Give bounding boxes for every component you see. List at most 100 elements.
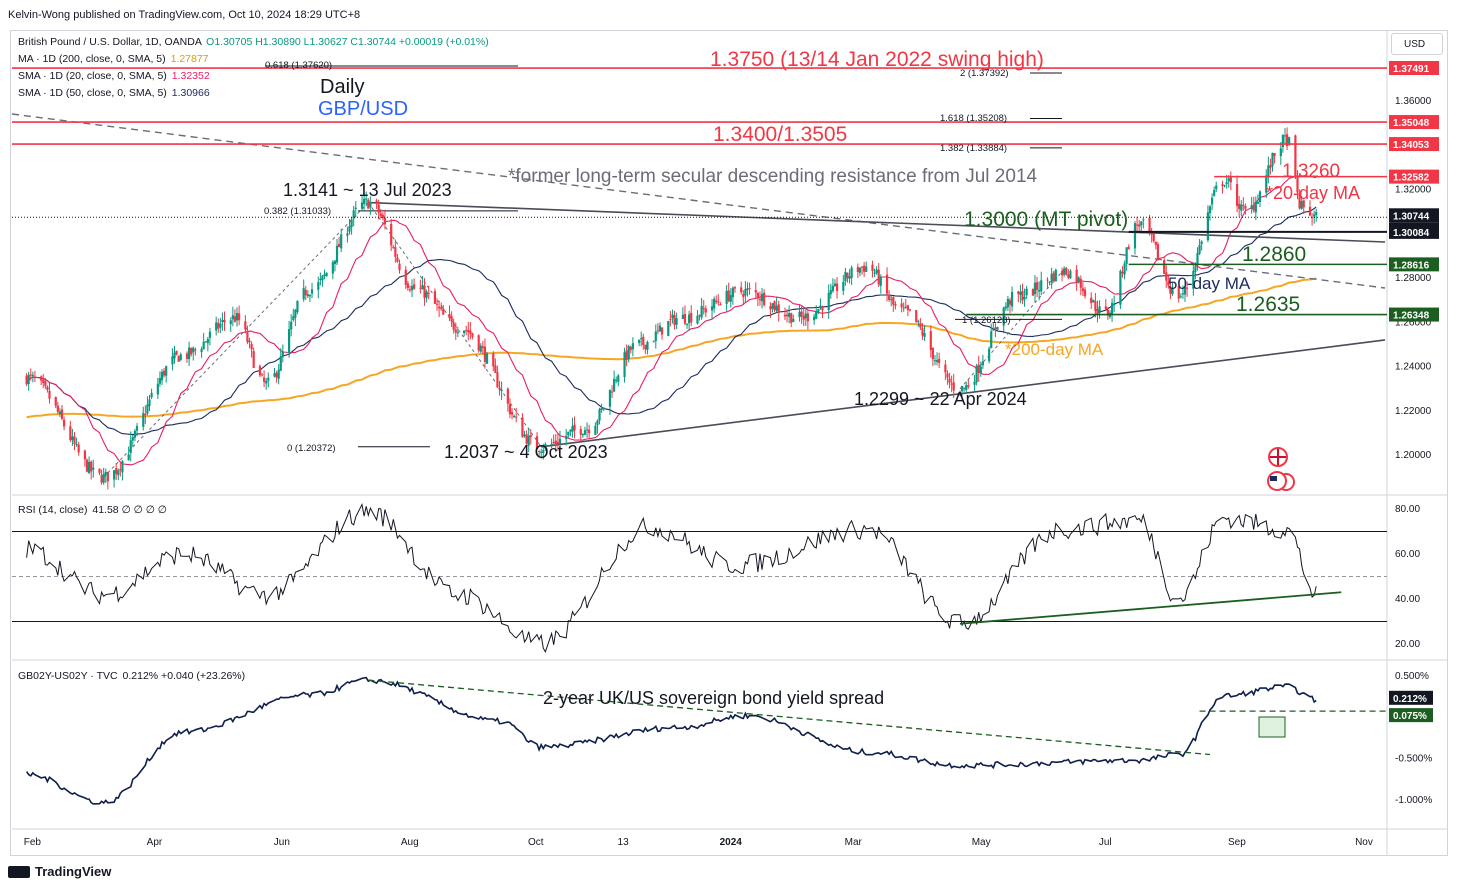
candle-body <box>1050 273 1053 283</box>
candle-body <box>646 341 649 350</box>
candle-body <box>1067 274 1070 278</box>
legend-rsi: RSI (14, close) 41.58 ∅ ∅ ∅ ∅ <box>18 504 167 516</box>
spread-tick-label: 0.500% <box>1395 671 1429 682</box>
candle-body <box>1177 286 1180 299</box>
candle-body <box>1054 269 1057 282</box>
candle-body <box>773 301 776 310</box>
candle-body <box>931 348 934 360</box>
candle-body <box>1192 270 1195 289</box>
candle-body <box>673 315 676 326</box>
candle-body <box>1075 269 1078 283</box>
time-tick-label: Sep <box>1228 837 1246 848</box>
candle-body <box>1252 205 1255 211</box>
candle-body <box>187 347 191 360</box>
annotation-mt-pivot: 1.3000 (MT pivot) <box>964 208 1128 231</box>
candle-body <box>573 424 576 431</box>
candle-body <box>702 307 705 310</box>
candle-body <box>1273 153 1276 156</box>
candle-body <box>148 399 151 407</box>
candle-body <box>335 245 339 263</box>
time-tick-label: Jun <box>274 837 290 848</box>
legend-sma20-value: 1.32352 <box>171 70 210 82</box>
candle-body <box>815 310 818 319</box>
candle-body <box>567 431 570 436</box>
candle-body <box>1258 191 1262 203</box>
candle-body <box>208 331 212 338</box>
candle-body <box>346 233 349 236</box>
candle-body <box>392 246 395 248</box>
candle-body <box>463 330 466 334</box>
price-tag-text: 1.37491 <box>1393 64 1430 75</box>
tradingview-logo[interactable]: TradingView <box>8 864 111 879</box>
candle-body <box>496 372 499 388</box>
candle-body <box>158 378 162 384</box>
candle-body <box>406 283 409 289</box>
candle-body <box>981 361 984 366</box>
publisher-line: Kelvin-Wong published on TradingView.com… <box>8 9 361 21</box>
candle-body <box>1171 287 1174 295</box>
candle-body <box>494 365 497 373</box>
candle-body <box>554 440 557 445</box>
candle-body <box>1229 176 1232 183</box>
candle-body <box>354 207 357 209</box>
candle-body <box>252 351 255 368</box>
candle-body <box>1179 296 1182 298</box>
price-tag-text: 1.32582 <box>1393 173 1430 184</box>
rsi-tick-label: 20.00 <box>1395 639 1420 650</box>
candle-body <box>231 315 234 320</box>
candle-body <box>340 234 343 249</box>
candle-body <box>350 219 353 228</box>
spread-tick-label: -0.500% <box>1395 754 1432 765</box>
candle-body <box>321 275 324 281</box>
candle-body <box>804 313 807 319</box>
annotation-apr2024-low: 1.2299 ~ 22 Apr 2024 <box>854 389 1027 409</box>
price-tag-text: 1.28616 <box>1393 260 1430 271</box>
candle-body <box>119 469 122 471</box>
candle-body <box>688 314 691 324</box>
price-tag-text: 1.30084 <box>1393 228 1430 239</box>
candle-body <box>442 308 445 315</box>
tradingview-logo-icon <box>8 865 30 878</box>
candle-body <box>425 291 428 298</box>
time-tick-label: 13 <box>618 837 630 848</box>
spread-tag-text: 0.212% <box>1393 694 1427 705</box>
price-tag-text: 1.34053 <box>1393 140 1430 151</box>
candle-body <box>698 315 701 317</box>
candle-body <box>1152 233 1155 241</box>
candle-body <box>33 376 37 378</box>
candle-body <box>725 290 728 305</box>
candle-body <box>629 346 632 350</box>
candle-body <box>1038 289 1041 292</box>
legend-rsi-value: 41.58 ∅ ∅ ∅ ∅ <box>92 504 167 516</box>
candle-body <box>90 461 93 472</box>
candle-body <box>683 314 687 324</box>
candle-body <box>279 356 282 371</box>
candle-body <box>223 319 226 323</box>
candle-body <box>1156 244 1160 261</box>
candle-body <box>1163 260 1166 274</box>
currency-button[interactable]: USD <box>1391 33 1443 55</box>
candle-body <box>1196 252 1199 265</box>
candle-body <box>1148 217 1151 233</box>
candle-body <box>915 310 918 322</box>
candle-body <box>613 378 616 392</box>
candle-body <box>731 287 734 298</box>
candle-body <box>310 289 314 294</box>
candle-body <box>258 366 262 376</box>
candle-body <box>510 412 514 415</box>
candle-body <box>1048 281 1051 283</box>
candle-body <box>1300 201 1303 209</box>
candle-body <box>394 247 397 257</box>
candle-body <box>558 438 562 444</box>
candle-body <box>62 419 66 427</box>
candle-body <box>1119 270 1122 305</box>
candle-body <box>965 385 968 390</box>
rsi-support-trendline <box>959 591 1342 625</box>
candle-body <box>727 290 730 302</box>
candle-body <box>325 272 328 277</box>
spread-descending-trendline <box>368 679 1211 756</box>
candle-body <box>1165 272 1168 281</box>
candle-body <box>1090 297 1093 304</box>
candle-body <box>375 200 378 204</box>
